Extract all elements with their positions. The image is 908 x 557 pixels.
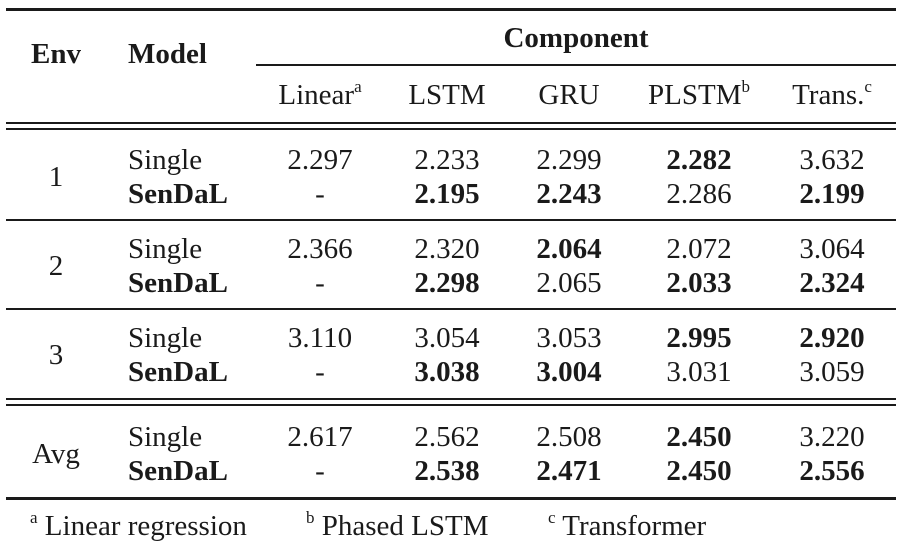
table-cell: 2.324 (799, 267, 865, 299)
table-cell: 2.065 (536, 267, 602, 299)
header-double-rule-2 (6, 128, 896, 130)
table-cell: 2.538 (414, 455, 480, 487)
table-cell: 3.004 (536, 356, 602, 388)
table-cell: 2.508 (536, 421, 602, 453)
table-cell: 2.920 (799, 322, 865, 354)
table-cell: 3.054 (414, 322, 480, 354)
table-cell: 2.562 (414, 421, 480, 453)
model-label: SenDaL (128, 178, 228, 210)
env-label: 3 (48, 339, 64, 371)
footnote: a Linear regression (30, 509, 247, 542)
column-header-lstm: LSTM (408, 79, 486, 111)
table-cell: - (315, 455, 325, 487)
model-label: SenDaL (128, 267, 228, 299)
table-cell: 2.320 (414, 233, 480, 265)
column-header-linear-footnote-mark: a (354, 77, 362, 96)
model-label: Single (128, 144, 203, 176)
footnote-mark: c (548, 508, 556, 527)
component-rule (256, 64, 896, 66)
table-cell: 2.199 (799, 178, 865, 210)
env-label: 2 (48, 250, 64, 282)
table-cell: 2.471 (536, 455, 602, 487)
footnote: b Phased LSTM (306, 509, 489, 542)
group-rule-1 (6, 219, 896, 221)
model-label: Single (128, 421, 203, 453)
column-header-trans: Trans.c (792, 77, 872, 111)
table-cell: 2.450 (666, 455, 732, 487)
model-label: SenDaL (128, 356, 228, 388)
table-cell: 3.038 (414, 356, 480, 388)
table-cell: 2.282 (666, 144, 732, 176)
footnote-text: Transformer (555, 510, 707, 542)
table-cell: 3.053 (536, 322, 602, 354)
table-cell: 2.072 (666, 233, 732, 265)
footnote-text: Linear regression (37, 510, 247, 542)
table-cell: 3.059 (799, 356, 865, 388)
table-cell: 2.617 (287, 421, 353, 453)
column-header-gru: GRU (538, 79, 600, 111)
table-cell: 2.298 (414, 267, 480, 299)
table-cell: 2.233 (414, 144, 480, 176)
header-double-rule-1 (6, 122, 896, 124)
table-cell: 3.220 (799, 421, 865, 453)
table-cell: - (315, 267, 325, 299)
table-cell: - (315, 356, 325, 388)
top-rule (6, 8, 896, 11)
table-cell: 2.243 (536, 178, 602, 210)
model-label: Single (128, 233, 203, 265)
table-cell: 3.110 (287, 322, 353, 354)
table-cell: 2.995 (666, 322, 732, 354)
footnote: c Transformer (548, 509, 707, 542)
table-cell: 3.031 (666, 356, 732, 388)
column-header-linear: Lineara (278, 77, 362, 111)
table-cell: 2.366 (287, 233, 353, 265)
table-cell: 2.450 (666, 421, 732, 453)
avg-double-rule-1 (6, 398, 896, 400)
table-cell: 2.556 (799, 455, 865, 487)
table-cell: 2.064 (536, 233, 602, 265)
table-cell: 2.033 (666, 267, 732, 299)
model-label: Single (128, 322, 203, 354)
table-cell: 2.195 (414, 178, 480, 210)
footnote-mark: b (306, 508, 315, 527)
bottom-rule (6, 497, 896, 500)
table-cell: 2.297 (287, 144, 353, 176)
footnote-text: Phased LSTM (314, 510, 489, 542)
group-rule-2 (6, 308, 896, 310)
column-header-plstm: PLSTMb (648, 77, 750, 111)
table-cell: 3.064 (799, 233, 865, 265)
footnote-mark: a (30, 508, 38, 527)
env-header: Env (31, 38, 81, 70)
table-cell: 2.286 (666, 178, 732, 210)
table-cell: 3.632 (799, 144, 865, 176)
column-header-trans-footnote-mark: c (864, 77, 872, 96)
avg-double-rule-2 (6, 404, 896, 406)
table-cell: - (315, 178, 325, 210)
model-header: Model (128, 38, 207, 70)
model-label: SenDaL (128, 455, 228, 487)
env-label: 1 (48, 161, 64, 193)
component-header: Component (503, 22, 649, 54)
table-cell: 2.299 (536, 144, 602, 176)
env-label: Avg (32, 438, 80, 470)
column-header-plstm-footnote-mark: b (741, 77, 750, 96)
